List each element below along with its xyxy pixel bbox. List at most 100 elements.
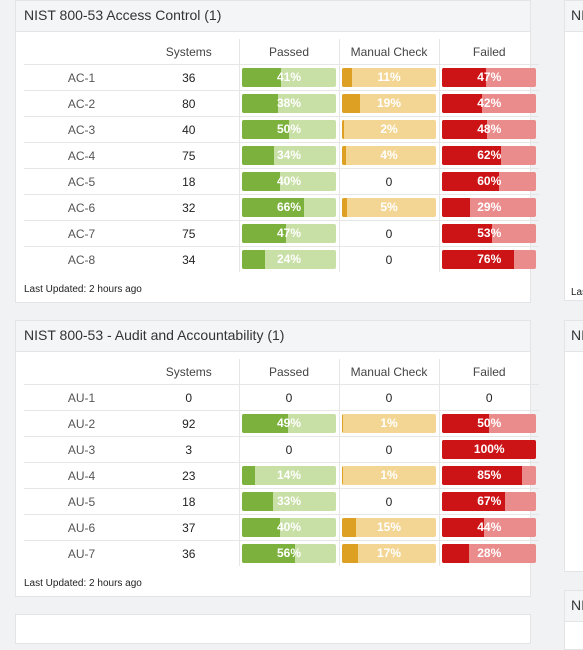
failed-value: 0 — [485, 390, 493, 405]
failed-progress-bar[interactable]: 44% — [442, 518, 537, 537]
failed-percent-label: 100% — [473, 442, 505, 456]
passed-cell: 33% — [238, 488, 339, 515]
systems-count: 34 — [139, 246, 239, 272]
manual-check-value: 0 — [385, 226, 393, 241]
systems-count: 36 — [139, 64, 239, 91]
passed-cell: 24% — [238, 246, 339, 272]
passed-progress-bar[interactable]: 40% — [242, 518, 336, 537]
table-row[interactable]: AC-7 75 47% 0 53% — [24, 220, 539, 247]
passed-progress-bar[interactable]: 47% — [242, 224, 336, 243]
table-row[interactable]: AU-4 23 14% 1% 85% — [24, 462, 539, 489]
passed-progress-bar[interactable]: 40% — [242, 172, 336, 191]
passed-progress-bar[interactable]: 49% — [242, 414, 336, 433]
failed-progress-bar[interactable]: 48% — [442, 120, 537, 139]
table-row[interactable]: AC-1 36 41% 11% 47% — [24, 64, 539, 91]
table-row[interactable]: AC-2 80 38% 19% 42% — [24, 90, 539, 117]
manual-check-progress-bar[interactable]: 1% — [342, 414, 436, 433]
table-row[interactable]: AC-5 18 40% 0 60% — [24, 168, 539, 195]
failed-bar-fill — [442, 414, 490, 433]
manual-check-progress-bar[interactable]: 2% — [342, 120, 436, 139]
passed-cell: 0 — [238, 384, 339, 411]
manual-check-progress-bar[interactable]: 17% — [342, 544, 436, 563]
failed-progress-bar[interactable]: 76% — [442, 250, 537, 269]
manual-check-progress-bar[interactable]: 4% — [342, 146, 436, 165]
column-header: Systems — [139, 39, 239, 65]
failed-progress-bar[interactable]: 100% — [442, 440, 537, 459]
card-title: NIST 800-53 - Audit and Accountability (… — [16, 321, 530, 352]
systems-count: 80 — [139, 90, 239, 117]
passed-progress-bar[interactable]: 24% — [242, 250, 336, 269]
failed-progress-bar[interactable]: 50% — [442, 414, 537, 433]
table-row[interactable]: AC-3 40 50% 2% 48% — [24, 116, 539, 143]
passed-percent-label: 14% — [276, 468, 302, 482]
manual-check-cell: 5% — [338, 194, 439, 221]
access-control-table: Systems Passed Manual Check Failed AC-1 36 41… — [24, 39, 539, 272]
passed-cell: 50% — [238, 116, 339, 143]
failed-cell: 50% — [438, 410, 539, 437]
failed-progress-bar[interactable]: 28% — [442, 544, 537, 563]
control-id: AU-7 — [24, 540, 139, 566]
passed-progress-bar[interactable]: 56% — [242, 544, 336, 563]
manual-check-bar-fill — [342, 120, 344, 139]
systems-count: 18 — [139, 168, 239, 195]
control-id: AC-8 — [24, 246, 139, 272]
systems-count: 0 — [139, 384, 239, 411]
manual-check-value: 0 — [385, 494, 393, 509]
passed-progress-bar[interactable]: 50% — [242, 120, 336, 139]
passed-percent-label: 33% — [276, 494, 302, 508]
failed-percent-label: 62% — [477, 148, 502, 162]
failed-progress-bar[interactable]: 67% — [442, 492, 537, 511]
failed-progress-bar[interactable]: 29% — [442, 198, 537, 217]
table-row[interactable]: AU-2 92 49% 1% 50% — [24, 410, 539, 437]
column-header — [24, 39, 139, 65]
manual-check-progress-bar[interactable]: 1% — [342, 466, 436, 485]
passed-percent-label: 56% — [276, 546, 302, 560]
control-id: AC-6 — [24, 194, 139, 221]
column-header: Manual Check — [338, 359, 439, 385]
failed-percent-label: 44% — [477, 520, 502, 534]
failed-bar-fill — [442, 172, 499, 191]
failed-percent-label: 85% — [477, 468, 502, 482]
passed-bar-fill — [242, 146, 274, 165]
systems-count: 75 — [139, 142, 239, 169]
manual-check-progress-bar[interactable]: 19% — [342, 94, 436, 113]
passed-bar-fill — [242, 120, 289, 139]
passed-progress-bar[interactable]: 33% — [242, 492, 336, 511]
passed-bar-fill — [242, 172, 280, 191]
manual-check-percent-label: 19% — [376, 96, 402, 110]
manual-check-bar-fill — [342, 94, 360, 113]
table-row[interactable]: AU-6 37 40% 15% 44% — [24, 514, 539, 541]
failed-progress-bar[interactable]: 53% — [442, 224, 537, 243]
passed-progress-bar[interactable]: 41% — [242, 68, 336, 87]
failed-progress-bar[interactable]: 85% — [442, 466, 537, 485]
manual-check-cell: 0 — [338, 488, 439, 515]
passed-value: 0 — [285, 442, 293, 457]
table-row[interactable]: AU-3 3 0 0 100% — [24, 436, 539, 463]
manual-check-progress-bar[interactable]: 15% — [342, 518, 436, 537]
passed-progress-bar[interactable]: 34% — [242, 146, 336, 165]
control-id: AU-3 — [24, 436, 139, 463]
manual-check-progress-bar[interactable]: 11% — [342, 68, 436, 87]
table-row[interactable]: AC-6 32 66% 5% 29% — [24, 194, 539, 221]
passed-bar-fill — [242, 198, 305, 217]
failed-cell: 85% — [438, 462, 539, 489]
failed-percent-label: 42% — [477, 96, 502, 110]
column-header: Failed — [438, 39, 539, 65]
right-card-partial-2: NI — [564, 320, 583, 572]
table-row[interactable]: AU-1 0 0 0 0 — [24, 384, 539, 411]
table-row[interactable]: AU-5 18 33% 0 67% — [24, 488, 539, 515]
manual-check-progress-bar[interactable]: 5% — [342, 198, 436, 217]
failed-progress-bar[interactable]: 42% — [442, 94, 537, 113]
passed-progress-bar[interactable]: 38% — [242, 94, 336, 113]
table-row[interactable]: AC-8 34 24% 0 76% — [24, 246, 539, 272]
failed-progress-bar[interactable]: 62% — [442, 146, 537, 165]
manual-check-percent-label: 5% — [380, 200, 398, 214]
passed-progress-bar[interactable]: 66% — [242, 198, 336, 217]
passed-progress-bar[interactable]: 14% — [242, 466, 336, 485]
failed-progress-bar[interactable]: 60% — [442, 172, 537, 191]
passed-cell: 14% — [238, 462, 339, 489]
table-row[interactable]: AC-4 75 34% 4% 62% — [24, 142, 539, 169]
passed-cell: 40% — [238, 514, 339, 541]
table-row[interactable]: AU-7 36 56% 17% 28% — [24, 540, 539, 566]
failed-progress-bar[interactable]: 47% — [442, 68, 537, 87]
